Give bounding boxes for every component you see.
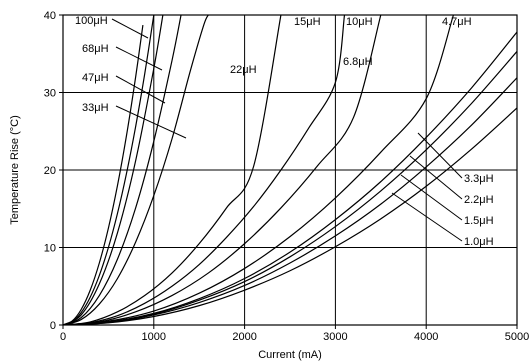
series-labels: 100μH 68μH 47μH 33μH 22μH 15μH 10μH 6.8μH 4.7μH 3… [75,15,494,248]
label-leader-line [115,75,166,104]
series-line [63,15,182,325]
series-line [63,31,517,325]
series-line [63,15,455,325]
grid [63,15,517,325]
x-tick-label: 2000 [232,331,256,343]
y-tick-label: 20 [44,165,56,177]
x-tick-label: 4000 [414,331,438,343]
series-label: 68μH [82,43,109,55]
series-label: 33μH [82,102,109,114]
y-tick-label: 40 [44,10,56,22]
series-label: 47μH [82,72,109,84]
y-tick-label: 10 [44,243,56,255]
x-tick-label: 0 [60,331,66,343]
y-axis-title: Temperature Rise (°C) [9,115,21,225]
series-line [63,15,346,325]
series-line [63,15,282,325]
series-label: 4.7μH [442,16,472,28]
axes: 0 1000 2000 3000 4000 5000 0 10 20 30 40 Current (m… [9,10,529,361]
series-line [63,15,164,325]
series-label: 100μH [75,15,108,27]
series-label: 3.3μH [464,173,494,185]
series-lines [63,15,517,325]
series-label: 1.0μH [464,236,494,248]
label-leader-line [111,18,149,39]
x-tick-label: 5000 [505,331,529,343]
series-line [63,15,209,325]
label-leader-line [391,192,463,242]
series-label: 15μH [294,16,321,28]
series-label: 22μH [230,64,257,76]
series-label: 10μH [346,16,373,28]
label-leader-line [400,174,463,221]
series-line [63,15,155,325]
series-line [63,77,517,325]
x-tick-label: 3000 [323,331,347,343]
series-label: 1.5μH [464,215,494,227]
series-label: 6.8μH [343,56,373,68]
x-tick-label: 1000 [142,331,166,343]
series-label: 2.2μH [464,194,494,206]
y-tick-label: 0 [50,320,56,332]
label-leader-line [115,46,163,71]
label-leader-line [409,155,463,200]
series-line [63,24,144,325]
label-leader-line [417,132,463,179]
series-line [63,15,382,325]
y-tick-label: 30 [44,88,56,100]
x-axis-title: Current (mA) [258,349,322,361]
label-leader-line [115,105,187,139]
series-line [63,107,517,325]
